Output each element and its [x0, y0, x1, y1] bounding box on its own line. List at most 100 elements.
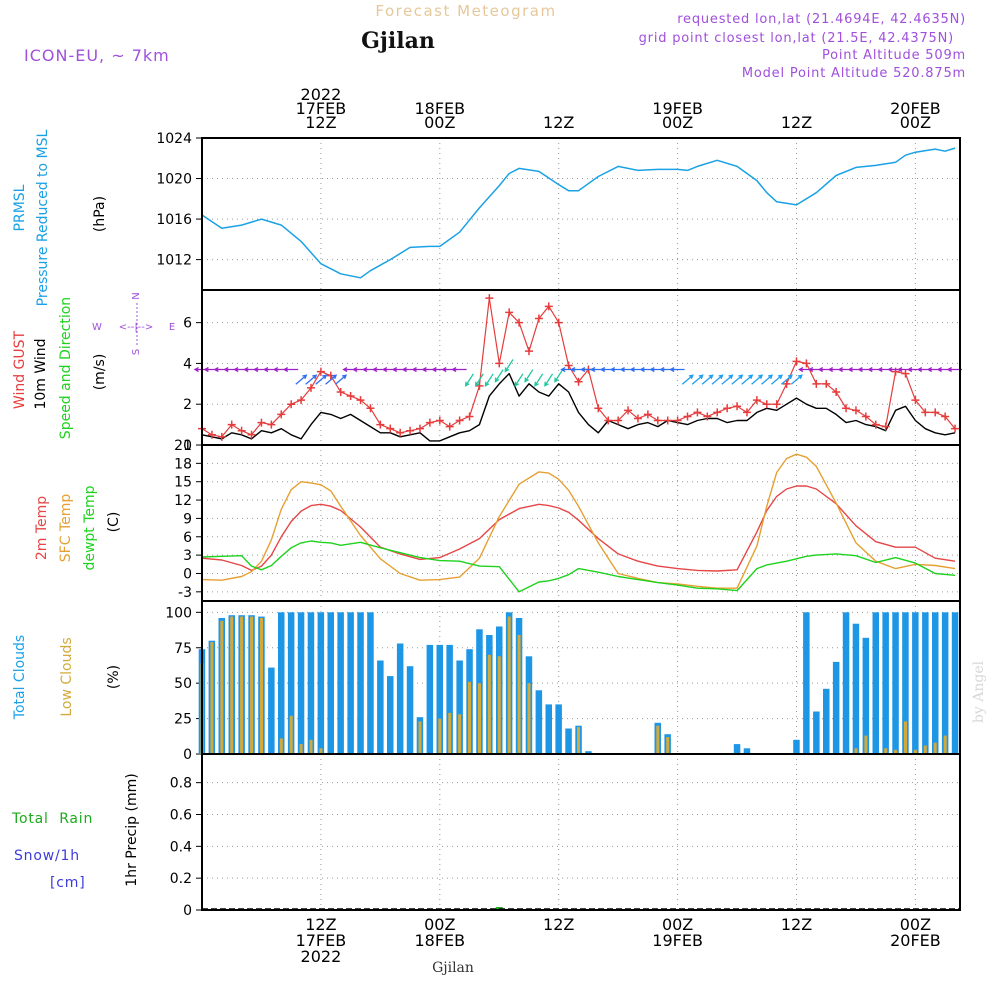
gust-marker: [762, 400, 771, 409]
total-cloud-bar: [268, 667, 275, 754]
total-cloud-bar: [842, 612, 850, 754]
wind-panel: 0 2 4 6: [183, 289, 962, 454]
gust-marker: [237, 426, 246, 435]
sfc-temp-line: [201, 453, 956, 589]
compass-bar: <--|-->: [119, 322, 154, 333]
gust-marker: [445, 422, 454, 431]
gust-marker: [901, 369, 910, 378]
gust-marker: [277, 410, 286, 419]
low-cloud-bar: [260, 618, 263, 754]
total-cloud-bar: [446, 644, 453, 754]
gust-marker: [881, 422, 890, 431]
low-cloud-bar: [864, 735, 868, 754]
wind-direction-arrow: [770, 374, 783, 385]
gust-marker: [534, 314, 543, 323]
gust-marker: [782, 379, 791, 388]
gust-marker: [217, 432, 226, 441]
gust-marker: [772, 400, 781, 409]
low-clouds-label: Low Clouds: [59, 637, 75, 716]
snow-label: Snow/1h: [14, 848, 80, 864]
sfc-temp-label: SFC Temp: [58, 494, 74, 563]
gust-marker: [455, 416, 464, 425]
gust-marker: [257, 418, 266, 427]
gust-marker: [752, 396, 761, 405]
total-cloud-bar: [307, 612, 315, 754]
low-cloud-bar: [250, 616, 254, 754]
ytick-label: 100: [165, 605, 192, 621]
total-cloud-bar: [743, 748, 751, 754]
gust-marker: [574, 377, 583, 386]
ytick-label: 1012: [156, 253, 192, 269]
gust-marker: [485, 294, 494, 303]
bottom-time-label: 12Z: [781, 915, 812, 934]
ytick-label: 1020: [156, 172, 192, 188]
gust-marker: [812, 379, 821, 388]
bottom-time-label: 00Z: [662, 915, 693, 934]
wind-direction-arrow: [315, 374, 328, 385]
gust-marker: [505, 308, 514, 317]
low-cloud-bar: [904, 721, 907, 754]
top-time-label: 12Z: [781, 113, 812, 132]
total-cloud-bar: [545, 704, 552, 754]
clouds-panel: 0 25 50 75 100: [165, 600, 961, 763]
low-cloud-bar: [468, 681, 471, 755]
gust-marker: [683, 412, 692, 421]
ytick-label: 0: [183, 566, 192, 582]
gust-marker: [515, 318, 524, 327]
footer-location: Gjilan: [432, 960, 474, 976]
total-cloud-bar: [932, 612, 939, 754]
gust-marker: [376, 420, 385, 429]
low-cloud-bar: [438, 718, 442, 754]
ytick-label: 6: [183, 316, 192, 332]
gust-marker: [336, 387, 345, 396]
total-cloud-bar: [862, 637, 870, 754]
wind-direction-arrow: [701, 374, 714, 385]
wind-direction-arrow: [691, 374, 704, 385]
total-cloud-bar: [406, 666, 414, 754]
bottom-time-label: 20FEB: [890, 931, 941, 950]
top-time-label: 19FEB: [652, 99, 703, 118]
wind-direction-arrow: [524, 369, 534, 383]
low-cloud-bar: [854, 748, 858, 754]
gust-marker: [822, 379, 831, 388]
top-time-label: 00Z: [662, 113, 693, 132]
wind10-label: 10m Wind: [33, 338, 49, 409]
gust-marker: [316, 367, 325, 376]
low-cloud-bar: [913, 749, 917, 755]
total-cloud-bar: [565, 728, 572, 754]
wind-direction-arrow: [295, 374, 308, 385]
precip-panel: 0 0.2 0.4 0.6 0.8: [170, 753, 961, 919]
wind-direction-arrow: [474, 373, 484, 387]
low-cloud-bar: [448, 712, 452, 754]
gust-marker: [703, 412, 712, 421]
top-time-label: 00Z: [900, 113, 931, 132]
gust-marker: [524, 347, 533, 356]
gust-marker: [832, 387, 841, 396]
watermark: by Angel: [971, 660, 987, 723]
wind-direction-arrow: [780, 374, 793, 385]
precip-labels: Total Rain Snow/1h [cm] 1hr Precip (mm): [11, 773, 140, 891]
total-cloud-bar: [823, 688, 830, 754]
grid-point-coords: grid point closest lon,lat (21.5E, 42.43…: [639, 31, 954, 46]
ytick-label: 15: [174, 475, 192, 491]
low-cloud-bar: [527, 683, 531, 754]
gust-marker: [693, 408, 702, 417]
wind-speed-label: Speed and Direction: [58, 297, 74, 439]
bottom-time-label: 12Z: [543, 915, 574, 934]
gust-marker: [842, 404, 851, 413]
total-cloud-bar: [367, 612, 374, 754]
total-cloud-bar: [297, 612, 305, 754]
gust-marker: [941, 412, 950, 421]
dewpt-label: dewpt Temp: [82, 485, 98, 570]
snow-unit-label: [cm]: [50, 875, 85, 891]
total-rain-label: Total Rain: [11, 811, 93, 827]
compass-w: W: [92, 322, 102, 333]
gust-marker: [653, 416, 662, 425]
total-cloud-bar: [892, 612, 899, 754]
gust-marker: [415, 424, 424, 433]
gust-marker: [554, 318, 563, 327]
total-cloud-bar: [951, 612, 959, 754]
ytick-label: 0.2: [170, 871, 192, 887]
ytick-label: -3: [178, 585, 192, 601]
